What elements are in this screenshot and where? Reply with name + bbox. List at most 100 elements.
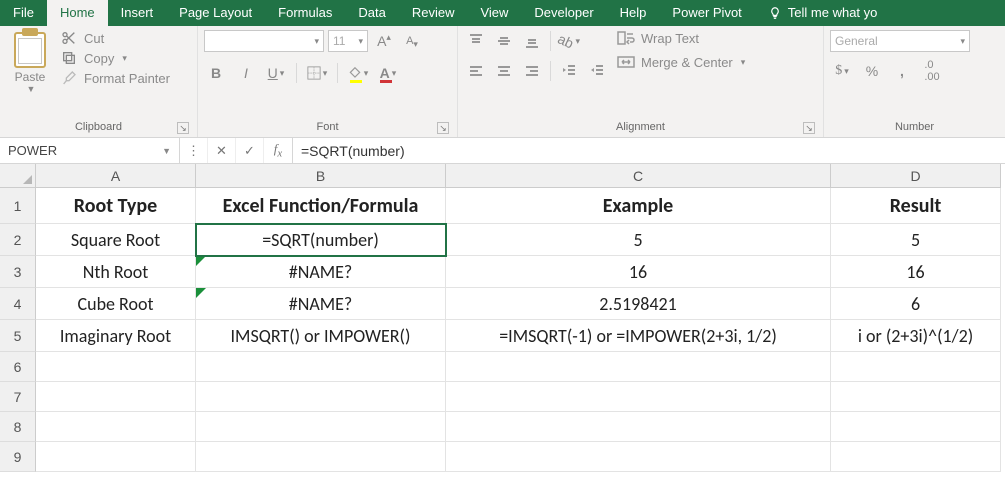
- cell-c6[interactable]: [446, 352, 831, 382]
- name-box[interactable]: POWER ▼: [0, 138, 180, 163]
- cell-d1[interactable]: Result: [831, 188, 1001, 224]
- paste-button[interactable]: Paste ▼: [6, 30, 54, 94]
- clipboard-launcher-icon[interactable]: ↘: [177, 122, 189, 134]
- cell-d2[interactable]: 5: [831, 224, 1001, 256]
- cell-a6[interactable]: [36, 352, 196, 382]
- cut-button[interactable]: Cut: [60, 30, 170, 46]
- increase-decimal-button[interactable]: .0.00: [920, 60, 944, 82]
- merge-caret-icon[interactable]: ▾: [741, 57, 746, 68]
- row-header-3[interactable]: 3: [0, 256, 36, 288]
- cancel-formula-button[interactable]: ✕: [208, 138, 236, 163]
- cell-c9[interactable]: [446, 442, 831, 472]
- cell-a8[interactable]: [36, 412, 196, 442]
- align-middle-button[interactable]: [492, 30, 516, 52]
- cell-d7[interactable]: [831, 382, 1001, 412]
- italic-button[interactable]: I: [234, 62, 258, 84]
- tab-power-pivot[interactable]: Power Pivot: [659, 0, 754, 26]
- paste-caret-icon[interactable]: ▼: [27, 84, 36, 94]
- tab-data[interactable]: Data: [345, 0, 398, 26]
- comma-format-button[interactable]: ,: [890, 60, 914, 82]
- cell-d9[interactable]: [831, 442, 1001, 472]
- cell-a7[interactable]: [36, 382, 196, 412]
- row-header-1[interactable]: 1: [0, 188, 36, 224]
- align-right-button[interactable]: [520, 60, 544, 82]
- enter-formula-button[interactable]: ✓: [236, 138, 264, 163]
- tab-help[interactable]: Help: [607, 0, 660, 26]
- cell-c7[interactable]: [446, 382, 831, 412]
- tab-view[interactable]: View: [467, 0, 521, 26]
- grow-font-button[interactable]: A▴: [372, 30, 396, 52]
- select-all-corner[interactable]: [0, 164, 36, 188]
- row-header-6[interactable]: 6: [0, 352, 36, 382]
- cell-b9[interactable]: [196, 442, 446, 472]
- cell-c8[interactable]: [446, 412, 831, 442]
- cell-a1[interactable]: Root Type: [36, 188, 196, 224]
- align-center-button[interactable]: [492, 60, 516, 82]
- cell-c1[interactable]: Example: [446, 188, 831, 224]
- increase-indent-button[interactable]: [585, 60, 609, 82]
- cell-c3[interactable]: 16: [446, 256, 831, 288]
- cell-d3[interactable]: 16: [831, 256, 1001, 288]
- cell-b8[interactable]: [196, 412, 446, 442]
- borders-button[interactable]: ▾: [305, 62, 329, 84]
- cell-b4[interactable]: #NAME?: [196, 288, 446, 320]
- format-painter-button[interactable]: Format Painter: [60, 70, 170, 86]
- row-header-4[interactable]: 4: [0, 288, 36, 320]
- tell-me-search[interactable]: Tell me what yo: [755, 0, 891, 26]
- row-header-2[interactable]: 2: [0, 224, 36, 256]
- col-header-d[interactable]: D: [831, 164, 1001, 188]
- cell-a2[interactable]: Square Root: [36, 224, 196, 256]
- row-header-9[interactable]: 9: [0, 442, 36, 472]
- cell-b3[interactable]: #NAME?: [196, 256, 446, 288]
- font-color-button[interactable]: A▾: [376, 62, 400, 84]
- tab-developer[interactable]: Developer: [521, 0, 606, 26]
- formula-dots-icon[interactable]: ⋮: [180, 138, 208, 163]
- cell-b2[interactable]: =SQRT(number): [196, 224, 446, 256]
- font-launcher-icon[interactable]: ↘: [437, 122, 449, 134]
- percent-format-button[interactable]: %: [860, 60, 884, 82]
- col-header-c[interactable]: C: [446, 164, 831, 188]
- tab-page-layout[interactable]: Page Layout: [166, 0, 265, 26]
- cell-d4[interactable]: 6: [831, 288, 1001, 320]
- row-header-8[interactable]: 8: [0, 412, 36, 442]
- row-header-5[interactable]: 5: [0, 320, 36, 352]
- copy-button[interactable]: Copy ▾: [60, 50, 170, 66]
- tab-home[interactable]: Home: [47, 0, 108, 26]
- orientation-button[interactable]: ab▾: [557, 30, 581, 52]
- col-header-b[interactable]: B: [196, 164, 446, 188]
- underline-button[interactable]: U▾: [264, 62, 288, 84]
- font-size-combo[interactable]: 11▾: [328, 30, 368, 52]
- merge-center-button[interactable]: Merge & Center ▾: [617, 54, 745, 70]
- tab-formulas[interactable]: Formulas: [265, 0, 345, 26]
- cell-b6[interactable]: [196, 352, 446, 382]
- copy-caret-icon[interactable]: ▾: [122, 53, 127, 64]
- cell-c4[interactable]: 2.5198421: [446, 288, 831, 320]
- wrap-text-button[interactable]: Wrap Text: [617, 30, 745, 46]
- name-box-caret-icon[interactable]: ▼: [162, 146, 171, 156]
- cell-a4[interactable]: Cube Root: [36, 288, 196, 320]
- number-format-combo[interactable]: General▾: [830, 30, 970, 52]
- align-left-button[interactable]: [464, 60, 488, 82]
- row-header-7[interactable]: 7: [0, 382, 36, 412]
- cell-c5[interactable]: =IMSQRT(-1) or =IMPOWER(2+3i, 1/2): [446, 320, 831, 352]
- align-top-button[interactable]: [464, 30, 488, 52]
- cell-b5[interactable]: IMSQRT() or IMPOWER(): [196, 320, 446, 352]
- formula-input[interactable]: =SQRT(number): [293, 138, 1005, 163]
- fill-color-button[interactable]: ▾: [346, 62, 370, 84]
- cell-a5[interactable]: Imaginary Root: [36, 320, 196, 352]
- cell-d5[interactable]: i or (2+3i)^(1/2): [831, 320, 1001, 352]
- cell-b7[interactable]: [196, 382, 446, 412]
- cell-b1[interactable]: Excel Function/Formula: [196, 188, 446, 224]
- decrease-indent-button[interactable]: [557, 60, 581, 82]
- shrink-font-button[interactable]: A▾: [400, 30, 424, 52]
- font-name-combo[interactable]: ▾: [204, 30, 324, 52]
- align-bottom-button[interactable]: [520, 30, 544, 52]
- cell-c2[interactable]: 5: [446, 224, 831, 256]
- bold-button[interactable]: B: [204, 62, 228, 84]
- accounting-format-button[interactable]: $▾: [830, 60, 854, 82]
- cell-a3[interactable]: Nth Root: [36, 256, 196, 288]
- col-header-a[interactable]: A: [36, 164, 196, 188]
- tab-file[interactable]: File: [0, 0, 47, 26]
- tab-insert[interactable]: Insert: [108, 0, 167, 26]
- cell-d6[interactable]: [831, 352, 1001, 382]
